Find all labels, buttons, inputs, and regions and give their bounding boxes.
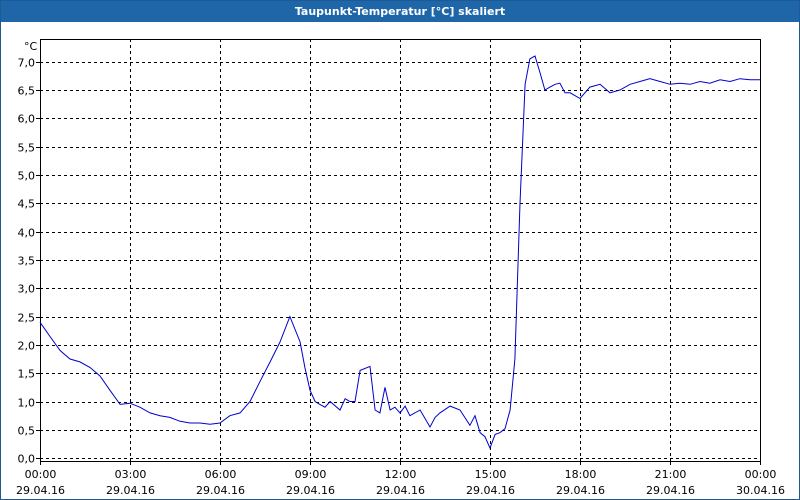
x-tick-label-date: 29.04.16 — [106, 484, 155, 497]
x-tick-label-date: 29.04.16 — [16, 484, 65, 497]
y-tick-label: 5,5 — [18, 142, 36, 155]
chart-title: Taupunkt-Temperatur [°C] skaliert — [1, 1, 799, 22]
x-tick-label-date: 29.04.16 — [556, 484, 605, 497]
x-tick-label-date: 29.04.16 — [466, 484, 515, 497]
y-tick-label: 1,0 — [18, 397, 36, 410]
x-tick-label-time: 18:00 — [565, 468, 597, 481]
x-tick-label-date: 29.04.16 — [646, 484, 695, 497]
x-tick-label-time: 06:00 — [205, 468, 237, 481]
x-tick-label-time: 09:00 — [295, 468, 327, 481]
y-tick-label: 5,0 — [18, 170, 36, 183]
y-tick-label: 6,0 — [18, 113, 36, 126]
y-tick-label: 4,0 — [18, 227, 36, 240]
x-tick-label-date: 29.04.16 — [286, 484, 335, 497]
x-tick-label-date: 30.04.16 — [736, 484, 785, 497]
axis-labels: 0,0 0,5 1,0 1,5 2,0 2,5 3,0 3,5 4,0 4,5 5,0 5,5 6,0 6… — [16, 57, 785, 498]
y-tick-label: 6,5 — [18, 85, 36, 98]
x-tick-label-time: 03:00 — [115, 468, 147, 481]
series-line — [39, 55, 760, 450]
y-tick-label: 3,5 — [18, 255, 36, 268]
x-tick-label-date: 29.04.16 — [196, 484, 245, 497]
x-tick-label-time: 21:00 — [655, 468, 687, 481]
y-tick-label: 4,5 — [18, 198, 36, 211]
y-tick-label: 2,0 — [18, 340, 36, 353]
y-unit-label: °C — [24, 40, 38, 53]
y-tick-label: 2,5 — [18, 312, 36, 325]
x-tick-label-time: 12:00 — [385, 468, 417, 481]
y-tick-label: 1,5 — [18, 368, 36, 381]
plot-area — [40, 39, 761, 462]
axis-ticks — [36, 62, 761, 465]
x-tick-label-time: 15:00 — [475, 468, 507, 481]
x-tick-label-date: 29.04.16 — [376, 484, 425, 497]
y-tick-label: 0,5 — [18, 425, 36, 438]
x-tick-label-time: 00:00 — [745, 468, 777, 481]
y-tick-label: 3,0 — [18, 283, 36, 296]
y-tick-label: 0,0 — [18, 453, 36, 466]
y-tick-label: 7,0 — [18, 57, 36, 70]
x-tick-label-time: 00:00 — [25, 468, 57, 481]
grid — [40, 39, 760, 461]
